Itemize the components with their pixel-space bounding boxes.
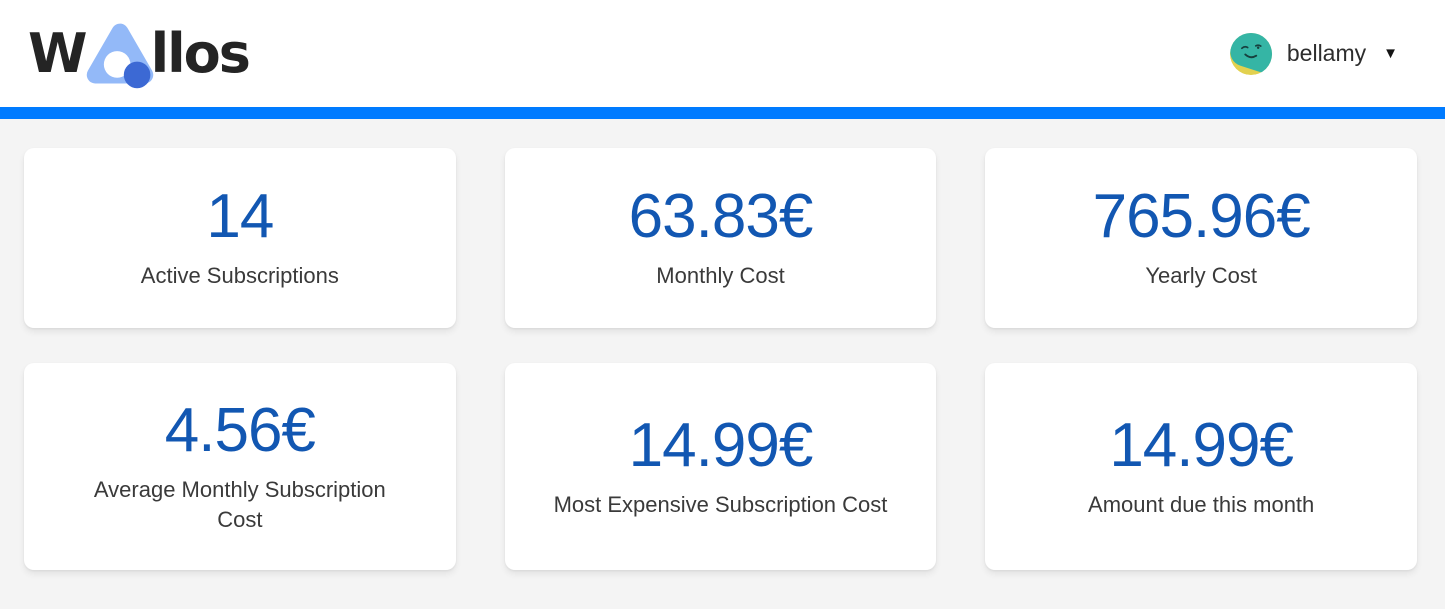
stat-card-monthly-cost: 63.83€ Monthly Cost	[504, 148, 937, 328]
stat-label: Monthly Cost	[656, 263, 785, 289]
accent-bar	[0, 107, 1445, 119]
logo-triangle-icon	[86, 23, 153, 88]
logo-text-prefix: W	[28, 21, 88, 85]
stat-label: Amount due this month	[1088, 491, 1315, 517]
avatar	[1229, 32, 1272, 75]
stat-card-amount-due-this-month: 14.99€ Amount due this month	[985, 363, 1417, 570]
stat-value: 63.83€	[628, 182, 814, 252]
stat-label: Average Monthly Subscription Cost	[93, 476, 386, 533]
stat-value: 14.99€	[628, 410, 814, 480]
logo-text-suffix: llos	[150, 21, 251, 85]
user-menu[interactable]: bellamy ▼	[1229, 32, 1398, 76]
stat-value: 765.96€	[1092, 182, 1311, 252]
stat-label: Yearly Cost	[1145, 263, 1257, 289]
stat-value: 14.99€	[1109, 410, 1294, 480]
stats-grid: 14 Active Subscriptions 63.83€ Monthly C…	[0, 119, 1445, 570]
stat-label: Most Expensive Subscription Cost	[553, 491, 888, 517]
username: bellamy	[1286, 40, 1367, 66]
stat-card-average-monthly-subscription-cost: 4.56€ Average Monthly Subscription Cost	[24, 363, 456, 570]
stat-card-most-expensive-subscription-cost: 14.99€ Most Expensive Subscription Cost	[504, 363, 937, 570]
app-logo[interactable]: W llos	[28, 16, 251, 92]
stat-value: 4.56€	[164, 395, 316, 465]
stat-card-active-subscriptions: 14 Active Subscriptions	[24, 148, 456, 328]
header: W llos bellamy ▼	[0, 0, 1445, 107]
stat-value: 14	[206, 182, 274, 252]
stat-label: Active Subscriptions	[140, 263, 339, 289]
chevron-down-icon: ▼	[1383, 45, 1398, 62]
stat-card-yearly-cost: 765.96€ Yearly Cost	[985, 148, 1417, 328]
